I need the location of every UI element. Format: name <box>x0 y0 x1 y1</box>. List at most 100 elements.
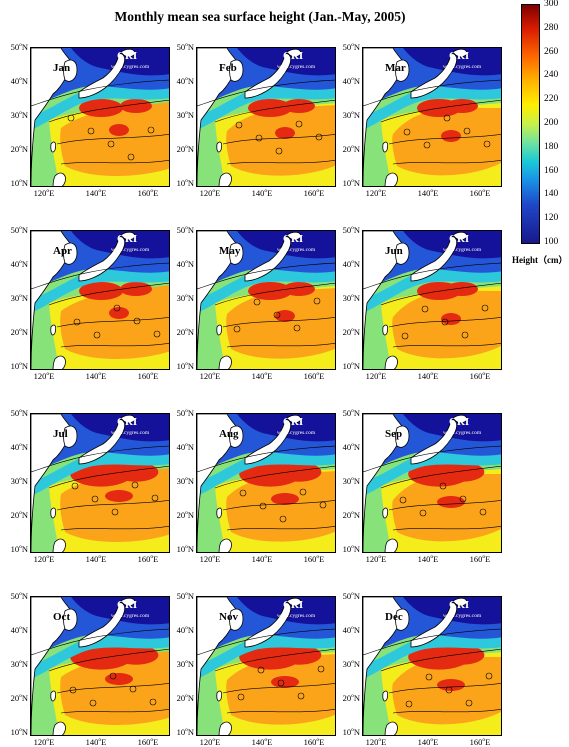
ocean-warm-core <box>283 282 315 296</box>
latitude-label: 20oN <box>176 327 194 337</box>
hokkaido-land <box>452 597 468 607</box>
eddy-contour <box>297 692 305 700</box>
eddy-contour <box>463 127 471 135</box>
contour-line <box>363 445 501 473</box>
latitude-label: 10oN <box>10 178 28 188</box>
ocean-warm-core <box>79 282 123 300</box>
eddy-contour <box>67 114 75 122</box>
colorbar-tick-label: 240 <box>544 70 559 81</box>
japan-land <box>78 236 126 282</box>
eddy-contour <box>111 508 119 516</box>
watermark-url: www.cygres.com <box>277 64 316 70</box>
longitude-label: 140oE <box>85 554 107 564</box>
colorbar-tick-label: 160 <box>544 165 559 176</box>
korea-peninsula-land <box>395 608 410 631</box>
longitude-label: 120oE <box>365 188 387 198</box>
ocean-layer-cyan <box>363 86 501 130</box>
contour-line <box>388 682 501 694</box>
eddy-contour <box>423 141 431 149</box>
philippines-land <box>384 538 398 552</box>
contour-line <box>214 648 335 672</box>
ocean-warm-core <box>439 645 485 665</box>
eddy-contour <box>461 331 469 339</box>
watermark-url: www.cygres.com <box>443 64 482 70</box>
eddy-contour <box>483 140 491 148</box>
map-panel-aug: Aug CRI www.cygres.com <box>196 413 336 553</box>
ocean-layer-orange <box>60 468 169 542</box>
ocean-warm-core <box>109 307 129 319</box>
map-panel-apr: Apr CRI www.cygres.com <box>30 230 170 370</box>
colorbar-tick-label: 280 <box>544 22 559 33</box>
korea-peninsula-land <box>395 425 410 448</box>
contour-line <box>31 628 169 656</box>
latitude-label: 30oN <box>342 659 360 669</box>
hokkaido-land <box>120 48 136 58</box>
watermark-brand: CRI <box>283 416 304 428</box>
ocean-warm-core <box>113 645 159 665</box>
ocean-layer-cyan <box>197 452 335 496</box>
longitude-label: 160oE <box>303 554 325 564</box>
contour-line <box>363 628 501 656</box>
longitude-label: 160oE <box>137 371 159 381</box>
eddy-contour <box>419 509 427 517</box>
contour-line <box>48 99 169 123</box>
map-panel-sep: Sep CRI www.cygres.com <box>362 413 502 553</box>
map-panel-jan: Jan CRI www.cygres.com <box>30 47 170 187</box>
watermark-brand: CRI <box>283 50 304 62</box>
latitude-label: 30oN <box>10 110 28 120</box>
eddy-contour <box>73 318 81 326</box>
map-panel-nov: Nov CRI www.cygres.com <box>196 596 336 736</box>
latitude-label: 30oN <box>10 293 28 303</box>
latitude-label: 20oN <box>10 144 28 154</box>
longitude-label: 160oE <box>137 188 159 198</box>
japan-land <box>244 602 292 648</box>
watermark-brand: CRI <box>283 233 304 245</box>
japan-land <box>410 236 458 282</box>
contour-line <box>222 682 335 694</box>
korea-peninsula-land <box>63 59 78 82</box>
contour-line <box>56 499 169 511</box>
hokkaido-land <box>286 231 302 241</box>
contour-line <box>214 282 335 306</box>
ocean-layer-cyan <box>31 452 169 496</box>
eddy-contour <box>439 482 447 490</box>
latitude-label: 40oN <box>342 76 360 86</box>
hokkaido-land <box>452 48 468 58</box>
contour-line <box>60 342 169 348</box>
ocean-warm-core <box>105 490 133 502</box>
eddy-contour <box>313 297 321 305</box>
contour-line <box>392 342 501 348</box>
latitude-label: 40oN <box>10 76 28 86</box>
month-label: Nov <box>219 611 238 623</box>
longitude-label: 140oE <box>251 371 273 381</box>
hokkaido-land <box>286 597 302 607</box>
hokkaido-land <box>120 414 136 424</box>
watermark-brand: CRI <box>117 599 138 611</box>
colorbar-tick-label: 200 <box>544 118 559 128</box>
latitude-label: 10oN <box>176 727 194 737</box>
taiwan-land <box>216 324 223 336</box>
philippines-land <box>384 721 398 735</box>
map-panel-feb: Feb CRI www.cygres.com <box>196 47 336 187</box>
ocean-warm-core <box>437 496 465 508</box>
latitude-label: 20oN <box>176 510 194 520</box>
contour-line <box>222 499 335 511</box>
eddy-contour <box>109 672 117 680</box>
japan-land <box>410 419 458 465</box>
month-label: Jul <box>53 428 68 440</box>
ocean-warm-core <box>446 99 478 113</box>
latitude-label: 50oN <box>176 225 194 235</box>
latitude-label: 40oN <box>10 442 28 452</box>
japan-land <box>244 236 292 282</box>
hokkaido-land <box>452 231 468 241</box>
longitude-label: 120oE <box>199 371 221 381</box>
latitude-label: 20oN <box>10 510 28 520</box>
month-label: May <box>219 245 241 257</box>
watermark-url: www.cygres.com <box>111 613 150 619</box>
latitude-label: 50oN <box>342 42 360 52</box>
contour-line <box>226 342 335 348</box>
ocean-warm-core <box>275 127 295 139</box>
watermark-brand: CRI <box>117 416 138 428</box>
latitude-label: 20oN <box>176 693 194 703</box>
eddy-contour <box>133 317 141 325</box>
